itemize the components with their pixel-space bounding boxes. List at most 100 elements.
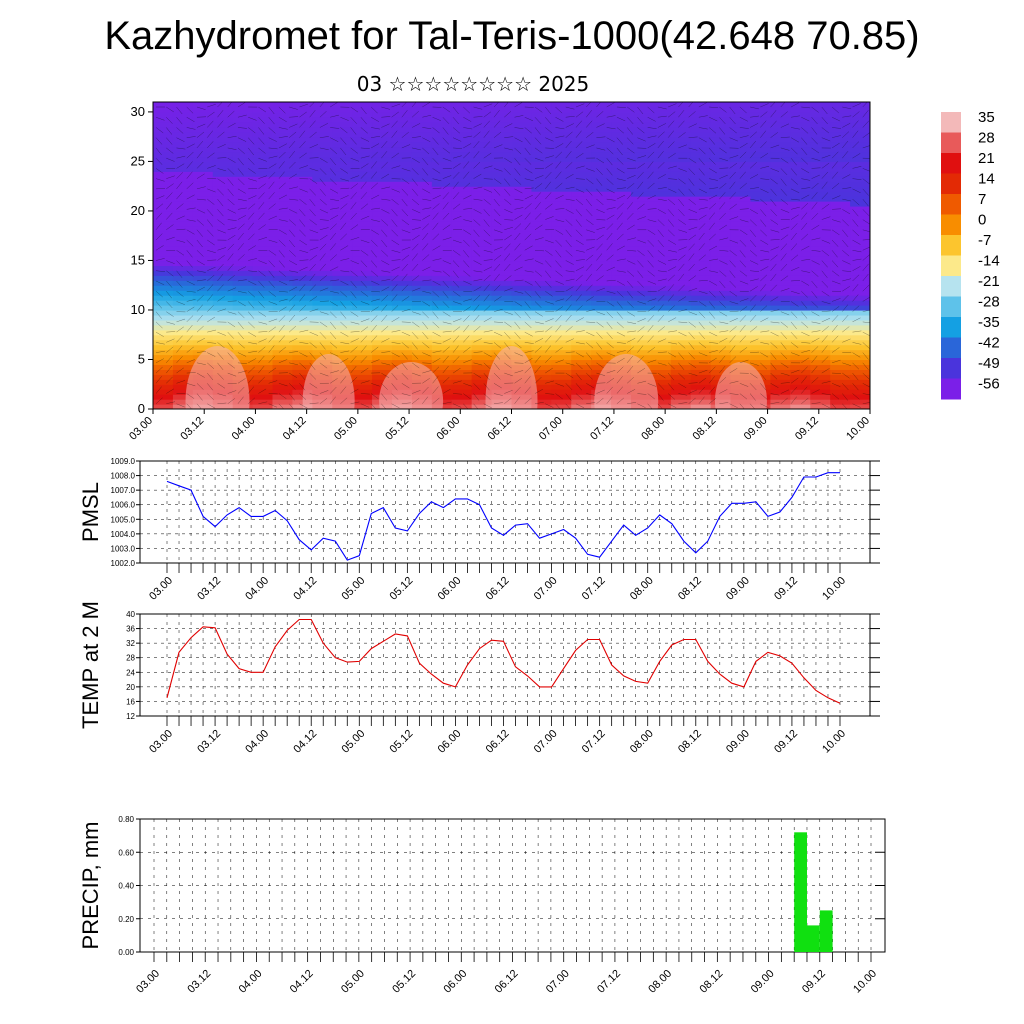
x-tick-label: 10.00 (820, 575, 848, 603)
x-tick-label: 04.12 (281, 415, 309, 443)
x-tick-label: 07.00 (532, 575, 560, 603)
y-tick-label: 1004.0 (111, 530, 136, 539)
colorbar-label: -7 (978, 232, 991, 249)
x-tick-label: 04.00 (237, 968, 265, 996)
y-tick-label: 28 (126, 654, 135, 663)
x-tick-label: 09.12 (772, 728, 800, 756)
colorbar-swatch (941, 132, 961, 154)
x-tick-label: 05.12 (388, 728, 416, 756)
x-tick-label: 05.12 (390, 968, 418, 996)
x-tick-label: 09.12 (793, 415, 821, 443)
colorbar-label: 35 (978, 109, 995, 126)
x-tick-label: 06.00 (436, 728, 464, 756)
colorbar-swatch (941, 317, 961, 338)
x-tick-label: 06.00 (441, 968, 469, 996)
colorbar-label: -35 (978, 314, 1000, 331)
precip-panel: 0.00 0.20 0.40 0.60 0.80 03.00 03.12 04.00 04.12… (78, 815, 886, 996)
x-tick-label: 06.12 (493, 968, 521, 996)
x-tick-label: 06.00 (434, 415, 462, 443)
y-tick-label: 24 (126, 668, 135, 677)
y-tick-label: 1002.0 (111, 559, 136, 568)
y-tick-label: 20 (131, 203, 145, 218)
x-tick-label: 08.00 (628, 575, 656, 603)
precip-bar (819, 910, 833, 952)
chart-subtitle: 03 ☆☆☆☆☆☆☆☆ 2025 (356, 72, 590, 96)
y-tick-label: 0.00 (118, 948, 134, 957)
x-tick-label: 03.12 (185, 968, 213, 996)
colorbar-label: -28 (978, 294, 1000, 311)
x-tick-label: 04.00 (243, 575, 271, 603)
colorbar-label: -14 (978, 253, 1000, 270)
y-tick-label: 10 (131, 302, 145, 317)
x-tick-label: 03.12 (195, 575, 223, 603)
y-tick-label: 1008.0 (111, 472, 136, 481)
x-tick-label: 09.00 (724, 728, 752, 756)
x-tick-label: 08.12 (698, 968, 726, 996)
temp-panel: 12 16 20 24 28 32 36 40 03.00 03.12 04.00 04.12 05.0… (78, 601, 880, 756)
x-tick-label: 03.00 (147, 575, 175, 603)
colorbar-swatch (941, 296, 961, 318)
x-tick-label: 10.00 (844, 415, 872, 443)
y-tick-label: 1005.0 (111, 515, 136, 524)
x-tick-label: 03.00 (134, 968, 162, 996)
x-tick-label: 05.00 (332, 415, 360, 443)
x-tick-label: 07.12 (580, 575, 608, 603)
x-tick-label: 07.00 (532, 728, 560, 756)
x-tick-label: 05.00 (339, 728, 367, 756)
y-tick-label: 32 (126, 639, 135, 648)
y-tick-label: 15 (131, 252, 145, 267)
colorbar-label: 0 (978, 212, 986, 229)
y-tick-label: 1006.0 (111, 501, 136, 510)
y-axis-title: PRECIP, mm (78, 822, 103, 950)
x-tick-label: 04.12 (288, 968, 316, 996)
y-tick-label: 0.40 (118, 882, 134, 891)
x-tick-label: 04.12 (291, 728, 319, 756)
pmsl-panel: 1002.0 1003.0 1004.0 1005.0 1006.0 1007.0 1008… (78, 457, 880, 603)
x-tick-label: 06.12 (484, 728, 512, 756)
x-tick-label: 05.00 (339, 575, 367, 603)
y-tick-label: 25 (131, 153, 145, 168)
y-tick-label: 20 (126, 683, 135, 692)
x-tick-label: 10.00 (851, 968, 879, 996)
colorbar-swatch (941, 358, 961, 379)
y-tick-label: 0 (138, 401, 145, 416)
x-tick-label: 09.00 (749, 968, 777, 996)
x-tick-label: 09.12 (800, 968, 828, 996)
temperature-cross-section: 0 5 10 15 20 25 30 03.00 03.12 04.00 04.12 05.00 05.… (127, 101, 872, 443)
x-tick-label: 05.12 (383, 415, 411, 443)
x-tick-label: 03.12 (195, 728, 223, 756)
precip-bar (794, 832, 807, 952)
y-tick-label: 1003.0 (111, 544, 136, 553)
colorbar-swatch (941, 173, 961, 195)
colorbar-swatch (941, 194, 961, 215)
x-tick-label: 07.00 (537, 415, 565, 443)
x-tick-label: 04.00 (243, 728, 271, 756)
x-tick-label: 07.12 (588, 415, 616, 443)
x-tick-label: 04.12 (291, 575, 319, 603)
panel-frame (139, 460, 871, 564)
series-line (166, 472, 840, 561)
x-tick-label: 09.00 (742, 415, 770, 443)
x-tick-label: 09.12 (772, 575, 800, 603)
y-tick-label: 16 (126, 697, 135, 706)
x-tick-label: 08.12 (676, 575, 704, 603)
y-tick-label: 0.80 (118, 815, 134, 824)
x-tick-label: 05.00 (339, 968, 367, 996)
y-axis-title: TEMP at 2 M (78, 601, 103, 729)
colorbar-swatch (941, 378, 961, 400)
precip-bar (807, 925, 820, 952)
x-tick-label: 10.00 (820, 728, 848, 756)
y-tick-label: 30 (131, 104, 145, 119)
y-tick-label: 40 (126, 610, 135, 619)
colorbar-label: 14 (978, 171, 995, 188)
y-tick-label: 0.20 (118, 915, 134, 924)
y-tick-label: 0.60 (118, 848, 134, 857)
chart-title: Kazhydromet for Tal-Teris-1000(42.648 70… (104, 14, 920, 58)
wind-hatching (155, 102, 870, 409)
x-tick-label: 07.00 (544, 968, 572, 996)
colorbar-swatch (941, 112, 961, 133)
x-tick-label: 05.12 (388, 575, 416, 603)
x-tick-label: 04.00 (230, 415, 258, 443)
y-axis-title: PMSL (78, 482, 103, 542)
x-tick-label: 06.12 (486, 415, 514, 443)
